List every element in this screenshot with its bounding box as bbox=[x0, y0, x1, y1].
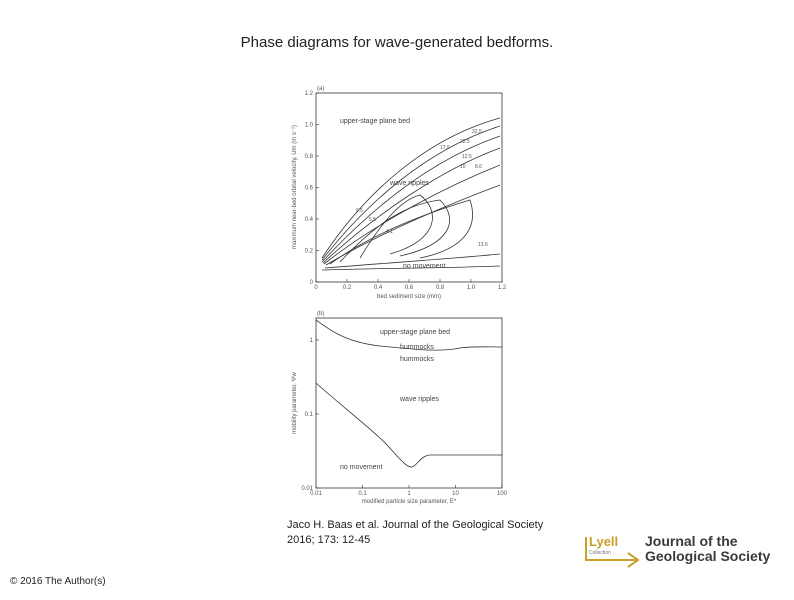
contour-label: 22.5 bbox=[460, 139, 470, 145]
panel-label: (b) bbox=[317, 311, 324, 317]
logo: Lyell Collection Journal of the Geologic… bbox=[585, 533, 770, 568]
y-tick-label: 0.4 bbox=[305, 217, 314, 223]
y-tick-label: 1.2 bbox=[305, 91, 314, 97]
y-tick-label: 0.1 bbox=[305, 412, 314, 418]
region-label: wave ripples bbox=[389, 180, 429, 187]
curve bbox=[325, 184, 501, 266]
contour-label: 5.5 bbox=[369, 217, 376, 223]
region-label: upper-stage plane bed bbox=[340, 118, 410, 125]
region-label: hummocks bbox=[400, 344, 434, 351]
citation-line: Jaco H. Baas et al. Journal of the Geolo… bbox=[287, 519, 544, 531]
x-tick-label: 10 bbox=[452, 491, 459, 497]
y-axis-label: mobility parameter, Ψw bbox=[292, 371, 298, 433]
curve bbox=[339, 199, 450, 263]
y-tick-label: 1 bbox=[310, 338, 314, 344]
y-tick-label: 0.8 bbox=[305, 154, 314, 160]
slide-title: Phase diagrams for wave-generated bedfor… bbox=[241, 34, 554, 51]
y-tick-label: 0.6 bbox=[305, 186, 314, 192]
copyright: © 2016 The Author(s) bbox=[10, 576, 106, 587]
curve bbox=[321, 265, 501, 271]
curve bbox=[321, 135, 501, 263]
curve bbox=[315, 319, 503, 351]
region-label: wave ripples bbox=[399, 396, 439, 403]
x-tick-label: 0.2 bbox=[343, 285, 352, 291]
logo-right: Journal of the bbox=[645, 533, 738, 549]
x-tick-label: 0.8 bbox=[436, 285, 445, 291]
panel-label: (a) bbox=[317, 86, 324, 92]
curve bbox=[321, 117, 501, 259]
region-label: upper-stage plane bed bbox=[380, 329, 450, 336]
contour-label: 17.5 bbox=[440, 145, 450, 151]
logo-left: Lyell bbox=[589, 534, 618, 549]
y-tick-label: 0 bbox=[310, 280, 314, 286]
curve bbox=[315, 382, 502, 468]
x-tick-label: 0.6 bbox=[405, 285, 414, 291]
panel-b: (b) mobility parameter, Ψw modified part… bbox=[292, 311, 508, 505]
citation-line: 2016; 173: 12-45 bbox=[287, 534, 370, 546]
contour-label: 12.5 bbox=[462, 154, 472, 160]
x-tick-label: 1.0 bbox=[467, 285, 476, 291]
region-label: hummocks bbox=[400, 356, 434, 363]
logo-right: Geological Society bbox=[645, 548, 770, 564]
x-tick-label: 1.2 bbox=[498, 285, 507, 291]
curve bbox=[321, 125, 501, 261]
y-axis-label: maximum near-bed orbital velocity, Um (m… bbox=[292, 125, 298, 249]
y-tick-label: 0.2 bbox=[305, 249, 314, 255]
x-tick-label: 100 bbox=[497, 491, 508, 497]
contour-label: 13.6 bbox=[478, 242, 488, 248]
region-label: no movement bbox=[340, 464, 382, 471]
contour-label: 32.5 bbox=[472, 129, 482, 135]
region-label: no movement bbox=[403, 263, 445, 270]
curve bbox=[359, 194, 433, 259]
x-tick-label: 0.4 bbox=[374, 285, 383, 291]
contour-label: 6.5 bbox=[356, 208, 363, 214]
panel-a: (a) maximum near-bed orbital velocity, U… bbox=[292, 86, 507, 300]
y-tick-label: 1.0 bbox=[305, 123, 314, 129]
y-tick-label: 0.01 bbox=[301, 486, 313, 492]
x-axis-label: modified particle size parameter, E* bbox=[362, 499, 457, 505]
x-axis-label: bed sediment size (mm) bbox=[377, 294, 441, 300]
curve bbox=[323, 164, 501, 265]
contour-label: 8.6 bbox=[475, 164, 482, 170]
contour-label: 10 bbox=[460, 164, 466, 170]
x-tick-label: 0.1 bbox=[358, 491, 367, 497]
x-tick-label: 0.01 bbox=[310, 491, 322, 497]
curve bbox=[329, 199, 473, 265]
x-tick-label: 1 bbox=[407, 491, 411, 497]
contour-label: 4.1 bbox=[386, 229, 393, 235]
curve bbox=[322, 147, 501, 264]
logo-arrow bbox=[585, 537, 640, 568]
x-tick-label: 0 bbox=[314, 285, 318, 291]
logo-sub: Collection bbox=[589, 550, 611, 556]
curve bbox=[324, 253, 501, 269]
